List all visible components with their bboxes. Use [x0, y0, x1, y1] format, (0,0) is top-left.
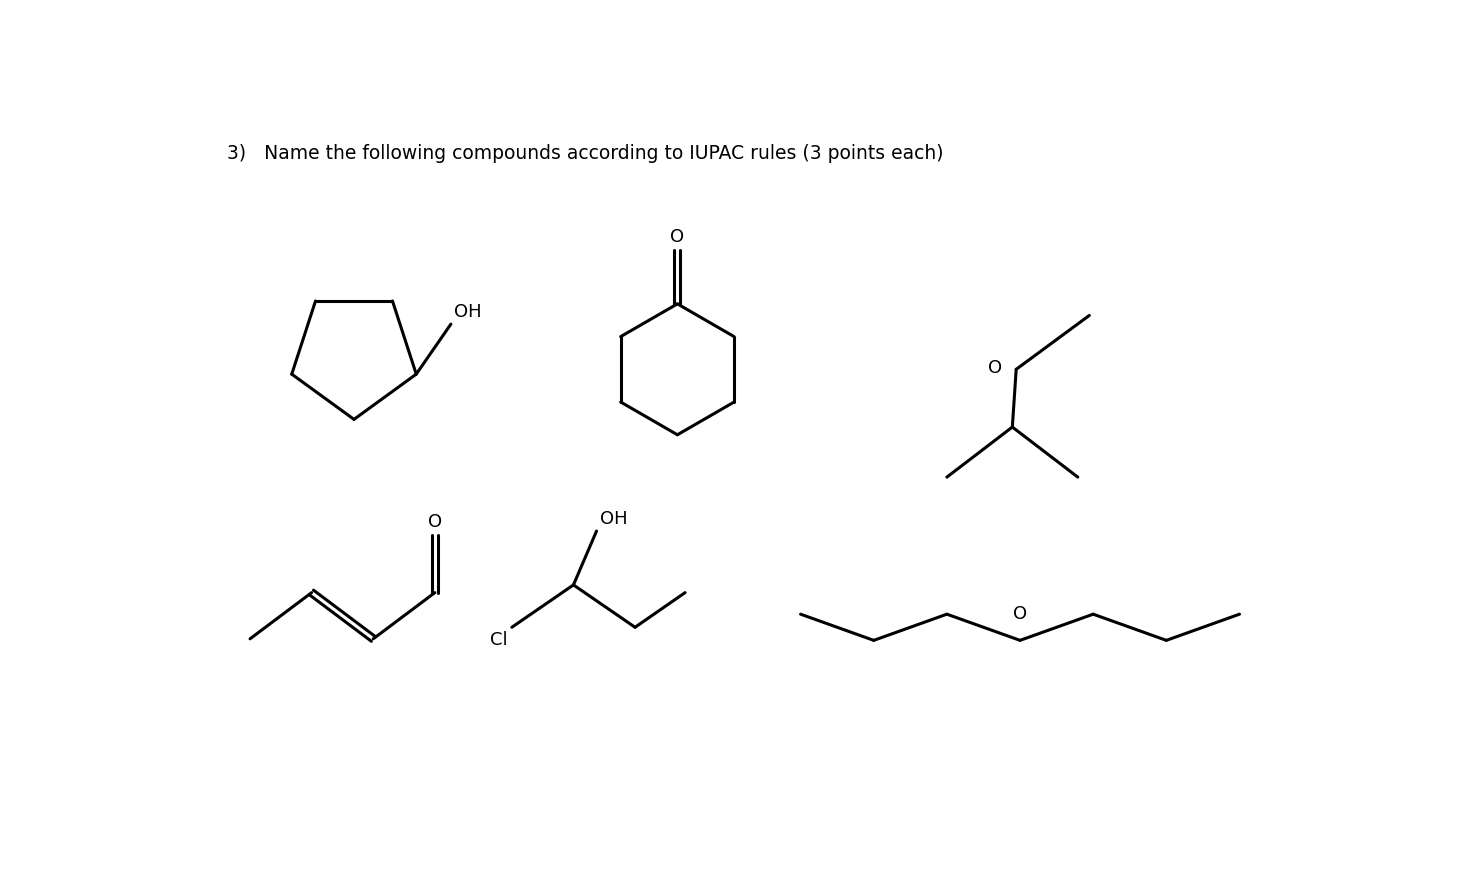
Text: OH: OH: [600, 510, 627, 528]
Text: OH: OH: [454, 303, 482, 321]
Text: O: O: [427, 513, 442, 531]
Text: O: O: [671, 228, 684, 246]
Text: Cl: Cl: [491, 631, 508, 649]
Text: O: O: [989, 358, 1002, 377]
Text: 3)   Name the following compounds according to IUPAC rules (3 points each): 3) Name the following compounds accordin…: [228, 144, 943, 163]
Text: O: O: [1012, 606, 1027, 624]
